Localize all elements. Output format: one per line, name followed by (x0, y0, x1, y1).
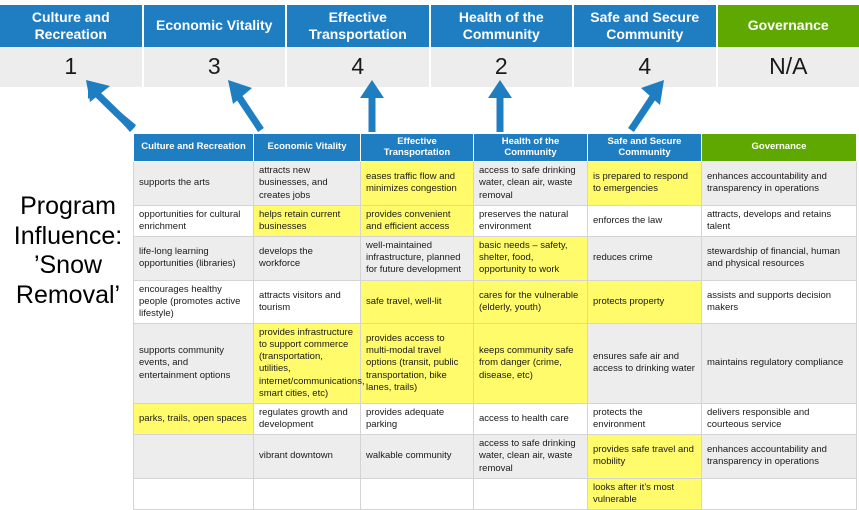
scorecard-value-culture-and-recreation: 1 (0, 47, 144, 87)
scorecard-header-governance[interactable]: Governance (718, 5, 859, 47)
matrix-cell: eases traffic flow and minimizes congest… (361, 162, 474, 205)
matrix-header-governance[interactable]: Governance (702, 134, 857, 162)
matrix-cell: assists and supports decision makers (702, 280, 857, 323)
matrix-header-health-of-the-community[interactable]: Health of the Community (474, 134, 588, 162)
matrix-header-economic-vitality[interactable]: Economic Vitality (254, 134, 361, 162)
matrix-cell: is prepared to respond to emergencies (588, 162, 702, 205)
matrix-cell: provides infrastructure to support comme… (254, 323, 361, 403)
matrix-cell: parks, trails, open spaces (134, 403, 254, 434)
caption-line-1: Program (4, 192, 132, 222)
scorecard-value-row: 1 3 4 2 4 N/A (0, 47, 859, 87)
matrix-cell: preserves the natural environment (474, 205, 588, 236)
matrix-cell: provides adequate parking (361, 403, 474, 434)
matrix-cell: develops the workforce (254, 237, 361, 280)
arrow-culture-and-recreation (86, 80, 136, 132)
matrix-cell: protects the environment (588, 403, 702, 434)
matrix-cell: encourages healthy people (promotes acti… (134, 280, 254, 323)
matrix-cell: ensures safe air and access to drinking … (588, 323, 702, 403)
matrix-cell: vibrant downtown (254, 435, 361, 478)
matrix-cell: supports community events, and entertain… (134, 323, 254, 403)
matrix-cell: enforces the law (588, 205, 702, 236)
program-influence-matrix: Culture and Recreation Economic Vitality… (133, 133, 857, 510)
matrix-cell: safe travel, well-lit (361, 280, 474, 323)
matrix-cell: maintains regulatory compliance (702, 323, 857, 403)
strategic-priorities-scorecard: Culture and Recreation Economic Vitality… (0, 5, 859, 87)
matrix-cell: access to safe drinking water, clean air… (474, 162, 588, 205)
scorecard-value-effective-transportation: 4 (287, 47, 431, 87)
matrix-cell: keeps community safe from danger (crime,… (474, 323, 588, 403)
arrow-connector-group (0, 80, 859, 135)
scorecard-header-row: Culture and Recreation Economic Vitality… (0, 5, 859, 47)
scorecard-header-health-of-the-community[interactable]: Health of the Community (431, 5, 575, 47)
matrix-cell: provides convenient and efficient access (361, 205, 474, 236)
matrix-cell (474, 478, 588, 509)
matrix-cell: protects property (588, 280, 702, 323)
matrix-cell: walkable community (361, 435, 474, 478)
scorecard-value-economic-vitality: 3 (144, 47, 288, 87)
scorecard-header-safe-and-secure-community[interactable]: Safe and Secure Community (574, 5, 718, 47)
caption-line-3: ’Snow (4, 251, 132, 281)
arrow-health-of-the-community (488, 80, 512, 132)
scorecard-value-health-of-the-community: 2 (431, 47, 575, 87)
matrix-row: looks after it’s most vulnerable (134, 478, 857, 509)
matrix-cell: enhances accountability and transparency… (702, 435, 857, 478)
matrix-cell (134, 435, 254, 478)
matrix-cell: access to health care (474, 403, 588, 434)
matrix-cell (702, 478, 857, 509)
caption-line-2: Influence: (4, 222, 132, 252)
matrix-row: encourages healthy people (promotes acti… (134, 280, 857, 323)
matrix-cell: life-long learning opportunities (librar… (134, 237, 254, 280)
matrix-cell: enhances accountability and transparency… (702, 162, 857, 205)
matrix-header-culture-and-recreation[interactable]: Culture and Recreation (134, 134, 254, 162)
arrow-effective-transportation (360, 80, 384, 132)
matrix-cell: stewardship of financial, human and phys… (702, 237, 857, 280)
matrix-cell (361, 478, 474, 509)
matrix-row: supports community events, and entertain… (134, 323, 857, 403)
matrix-cell: attracts new businesses, and creates job… (254, 162, 361, 205)
matrix-row: life-long learning opportunities (librar… (134, 237, 857, 280)
scorecard-header-label: Governance (748, 17, 829, 33)
matrix-header-row: Culture and Recreation Economic Vitality… (134, 134, 857, 162)
matrix-header-effective-transportation[interactable]: Effective Transportation (361, 134, 474, 162)
arrow-safe-and-secure-community (631, 80, 664, 130)
program-influence-caption: Program Influence: ’Snow Removal’ (4, 192, 132, 310)
matrix-cell: reduces crime (588, 237, 702, 280)
scorecard-header-label: Culture and Recreation (4, 9, 138, 41)
scorecard-value-safe-and-secure-community: 4 (574, 47, 718, 87)
caption-line-4: Removal’ (4, 281, 132, 311)
matrix-cell: provides access to multi-modal travel op… (361, 323, 474, 403)
matrix-cell: looks after it’s most vulnerable (588, 478, 702, 509)
scorecard-header-economic-vitality[interactable]: Economic Vitality (144, 5, 288, 47)
matrix-cell (254, 478, 361, 509)
matrix-cell: access to safe drinking water, clean air… (474, 435, 588, 478)
scorecard-header-label: Health of the Community (435, 9, 569, 41)
matrix-cell: basic needs – safety, shelter, food, opp… (474, 237, 588, 280)
matrix-cell (134, 478, 254, 509)
scorecard-header-label: Economic Vitality (156, 17, 272, 33)
matrix-cell: attracts visitors and tourism (254, 280, 361, 323)
matrix-cell: delivers responsible and courteous servi… (702, 403, 857, 434)
matrix-cell: attracts, develops and retains talent (702, 205, 857, 236)
matrix-cell: regulates growth and development (254, 403, 361, 434)
scorecard-value-governance: N/A (718, 47, 859, 87)
scorecard-header-effective-transportation[interactable]: Effective Transportation (287, 5, 431, 47)
matrix-cell: well-maintained infrastructure, planned … (361, 237, 474, 280)
matrix-header-safe-and-secure-community[interactable]: Safe and Secure Community (588, 134, 702, 162)
matrix-cell: supports the arts (134, 162, 254, 205)
matrix-cell: helps retain current businesses (254, 205, 361, 236)
scorecard-header-label: Safe and Secure Community (578, 9, 712, 41)
matrix-cell: cares for the vulnerable (elderly, youth… (474, 280, 588, 323)
scorecard-header-label: Effective Transportation (291, 9, 425, 41)
matrix-cell: opportunities for cultural enrichment (134, 205, 254, 236)
matrix-cell: provides safe travel and mobility (588, 435, 702, 478)
arrow-economic-vitality (228, 80, 261, 130)
scorecard-header-culture-and-recreation[interactable]: Culture and Recreation (0, 5, 144, 47)
